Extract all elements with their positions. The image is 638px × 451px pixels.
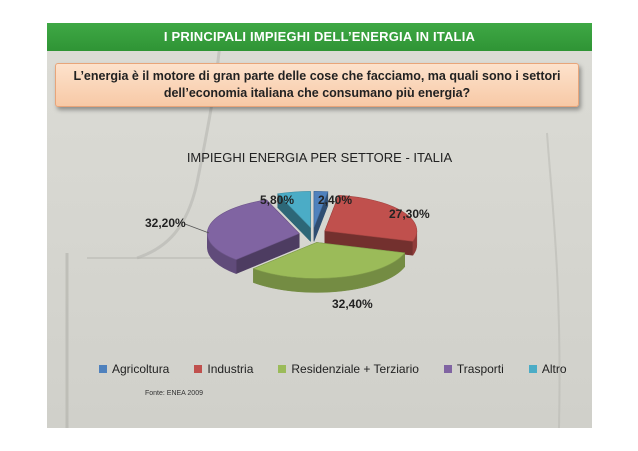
data-label-industria: 27,30% [389,207,430,221]
slide-title: I PRINCIPALI IMPIEGHI DELL’ENERGIA IN IT… [47,23,592,51]
legend-item-residenziale: Residenziale + Terziario [278,362,419,376]
pie-slice-residenziale [252,242,406,293]
legend-swatch [443,365,452,373]
pie-slice-top [277,191,311,229]
legend-label: Trasporti [456,362,504,376]
legend-item-trasporti: Trasporti [443,362,504,376]
legend-label: Agricoltura [112,362,170,376]
pie-slice-top [324,194,418,242]
pie-slice-top [207,199,300,261]
data-label-residenziale: 32,40% [332,297,373,311]
data-label-altro: 5,80% [260,193,295,207]
question-line-1: L’energia è il motore di gran parte dell… [73,69,561,83]
question-line-2: dell’economia italiana che consumano più… [163,86,471,100]
legend-swatch [528,365,537,373]
pie-chart [184,191,418,293]
pie-slice-trasporti [207,199,300,275]
source-note: Fonte: ENEA 2009 [145,390,203,397]
pie-slice-top [252,242,406,279]
legend-item-altro: Altro [528,362,567,376]
legend-label: Altro [541,362,567,376]
legend-label: Industria [207,362,254,376]
pie-slice-industria [324,194,418,257]
legend-item-industria: Industria [194,362,253,376]
data-label-agricoltura: 2,40% [318,193,353,207]
chart-legend: Agricoltura Industria Residenziale + Ter… [99,361,567,377]
slide: I PRINCIPALI IMPIEGHI DELL’ENERGIA IN IT… [47,23,592,428]
legend-item-agricoltura: Agricoltura [99,362,169,376]
chart-title: IMPIEGHI ENERGIA PER SETTORE - ITALIA [186,150,453,165]
pie-slice-top [313,191,329,228]
leader-line [184,223,210,234]
pie-slice-agricoltura [313,191,329,242]
legend-swatch [194,365,203,373]
legend-swatch [278,365,287,373]
data-label-trasporti: 32,20% [145,216,186,230]
pie-slice-altro [277,191,311,243]
legend-swatch [99,365,107,373]
question-box: L’energia è il motore di gran parte dell… [55,63,579,107]
legend-label: Residenziale + Terziario [291,362,419,376]
